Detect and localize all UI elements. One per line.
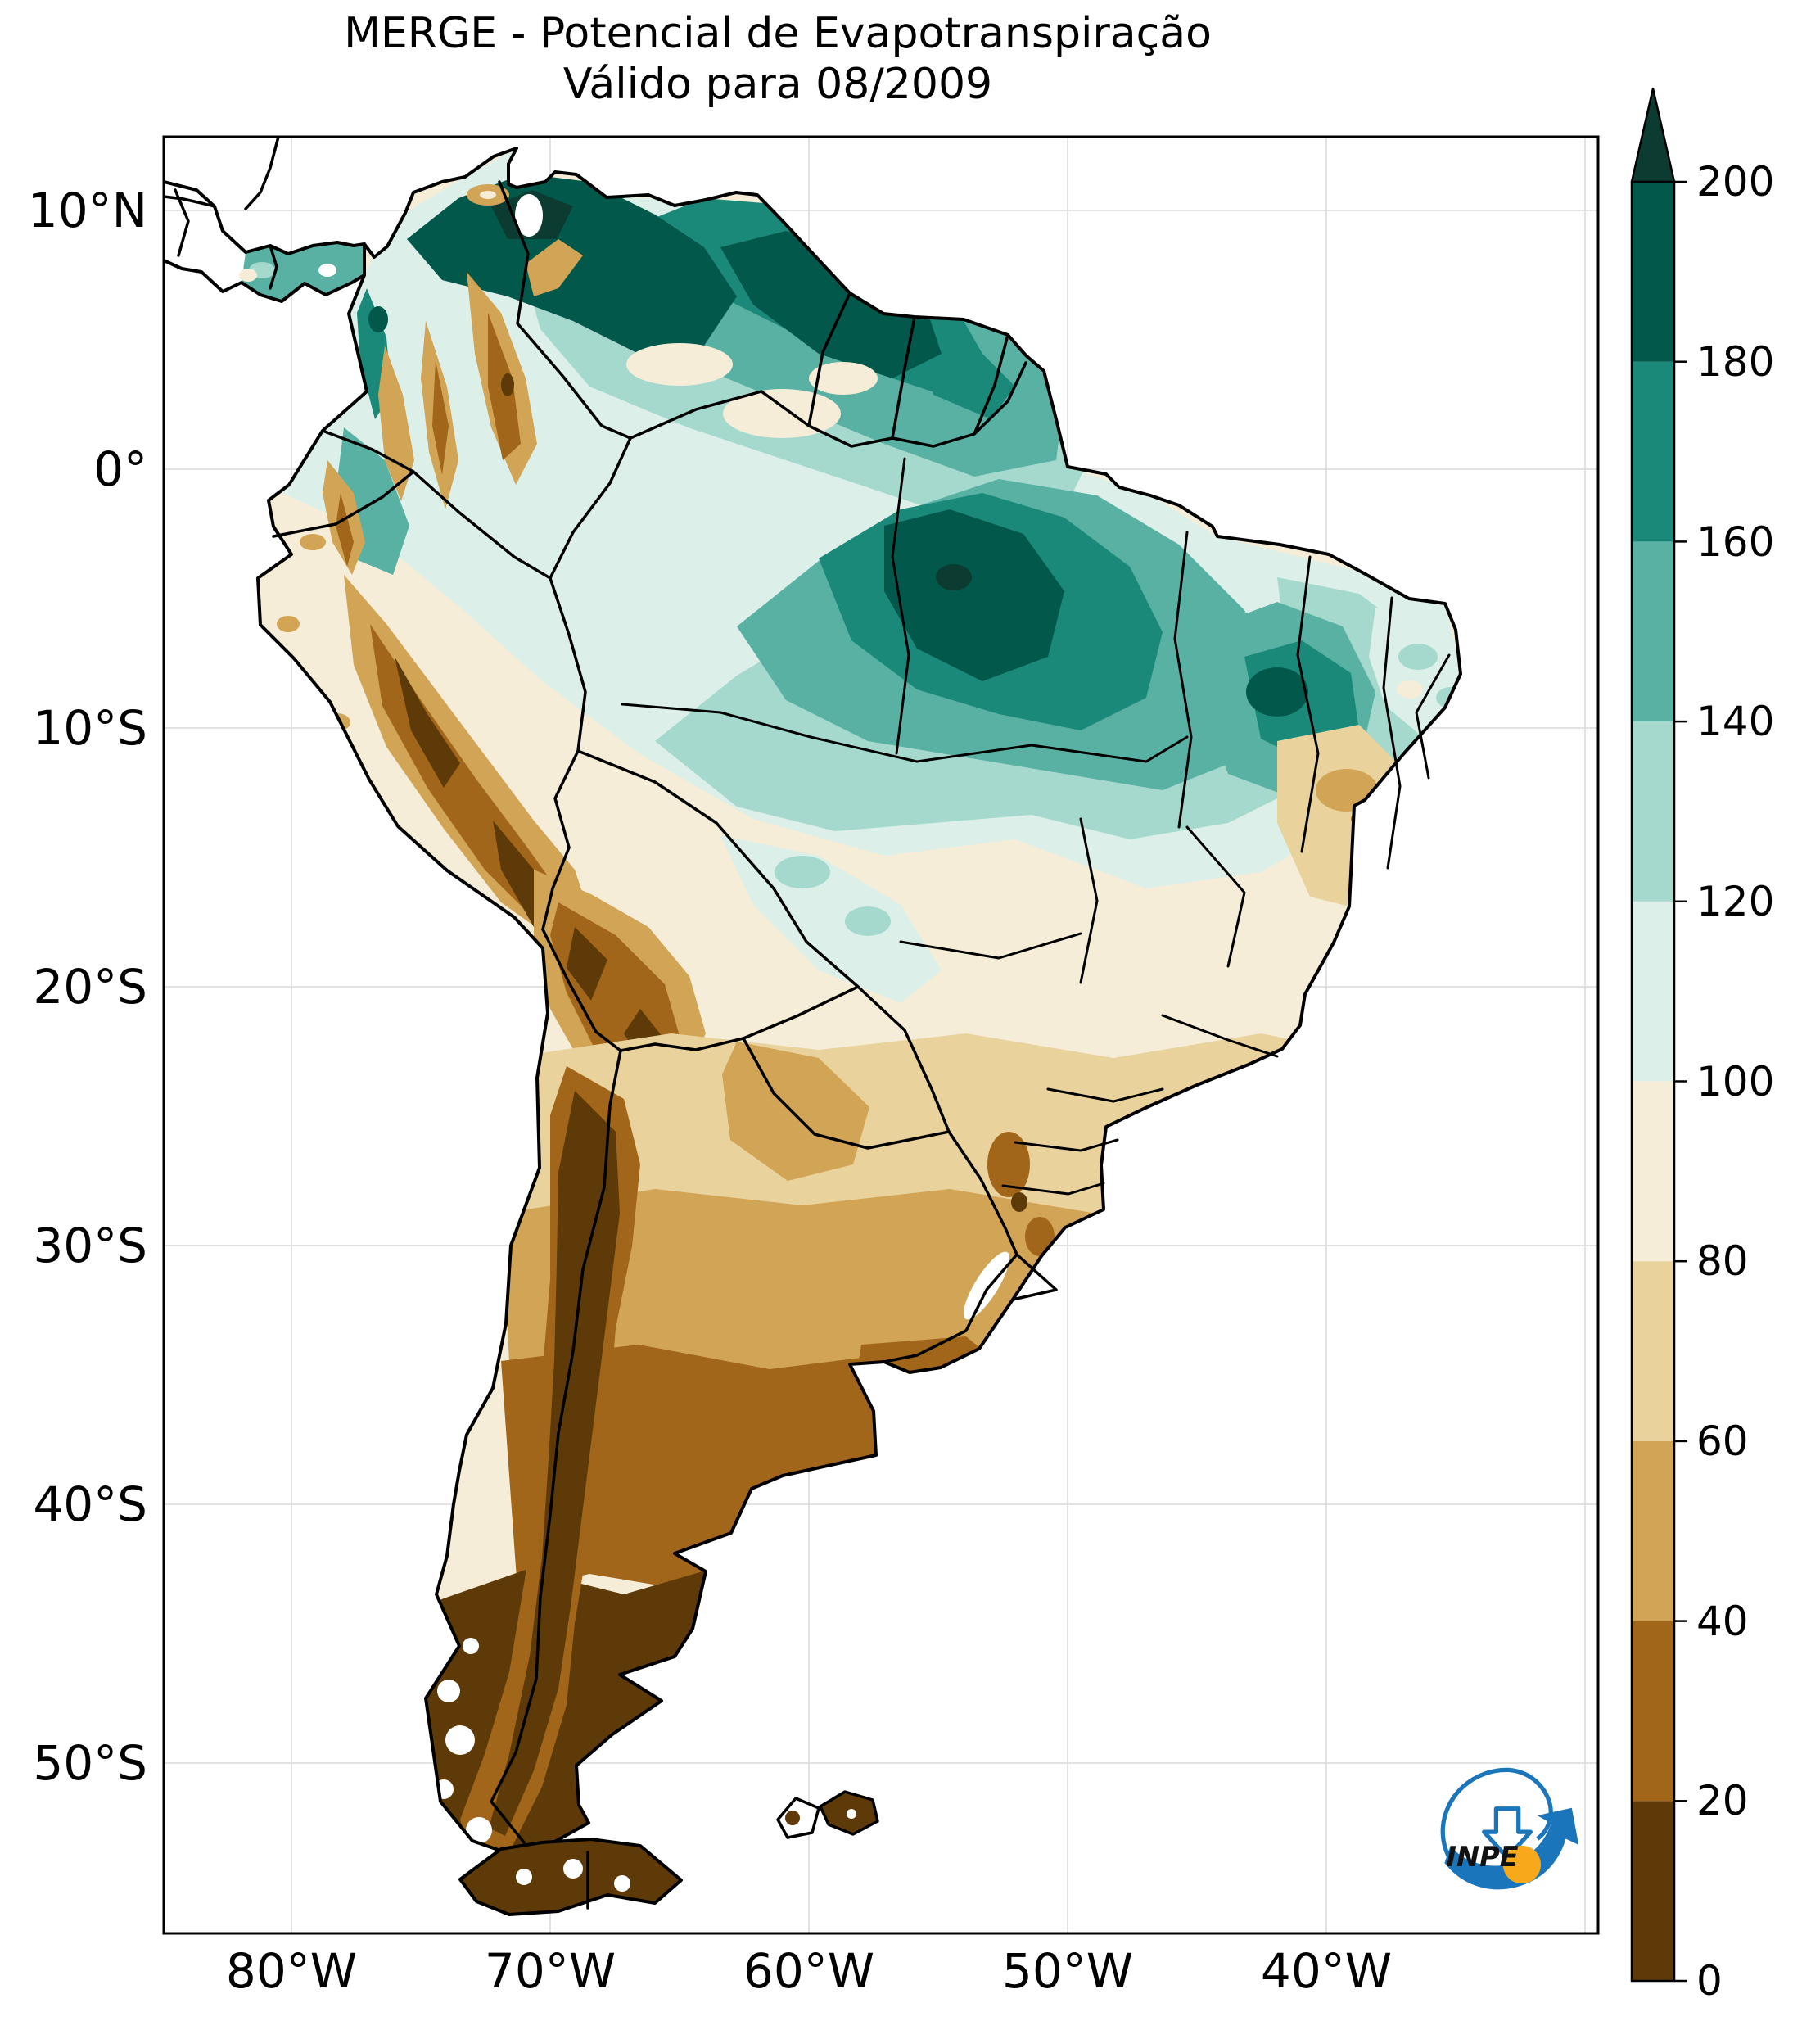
inpe-hollow-arrow-icon bbox=[1482, 1806, 1533, 1860]
colorbar-bin-3 bbox=[1632, 1261, 1674, 1441]
lat-tick-20s: 20°S bbox=[33, 959, 147, 1015]
lon-tick-50w: 50°W bbox=[1001, 1943, 1134, 1999]
inpe-logo: INPE bbox=[1440, 1767, 1579, 1890]
cb-label-80: 80 bbox=[1696, 1237, 1749, 1285]
colorbar bbox=[1630, 87, 1687, 1983]
lon-tick-60w: 60°W bbox=[743, 1943, 875, 1999]
lat-tick-40s: 40°S bbox=[33, 1476, 147, 1532]
colorbar-bin-5 bbox=[1632, 901, 1674, 1082]
inpe-swoosh-arrow-icon bbox=[1444, 1807, 1579, 1890]
colorbar-bin-2 bbox=[1632, 1440, 1674, 1621]
coastline bbox=[256, 147, 1462, 1860]
state-borders bbox=[621, 457, 1451, 1196]
evapotranspiration-field bbox=[260, 148, 1461, 1859]
lat-tick-10n: 10°N bbox=[27, 183, 147, 238]
inpe-logo-text: INPE bbox=[1447, 1841, 1519, 1873]
colorbar-ticks bbox=[1674, 180, 1687, 1983]
cb-label-20: 20 bbox=[1696, 1777, 1749, 1824]
cb-label-100: 100 bbox=[1696, 1058, 1775, 1105]
lat-tick-30s: 30°S bbox=[33, 1218, 147, 1273]
colorbar-bin-1 bbox=[1632, 1621, 1674, 1802]
cb-label-200: 200 bbox=[1696, 158, 1775, 206]
cb-label-60: 60 bbox=[1696, 1417, 1749, 1465]
lat-tick-50s: 50°S bbox=[33, 1735, 147, 1791]
lon-tick-40w: 40°W bbox=[1260, 1943, 1393, 1999]
colorbar-extend-arrow bbox=[1630, 87, 1676, 183]
title-line-1: MERGE - Potencial de Evapotranspiração bbox=[344, 9, 1212, 58]
colorbar-bin-7 bbox=[1632, 541, 1674, 722]
central-america bbox=[164, 137, 366, 303]
cb-label-140: 140 bbox=[1696, 698, 1775, 745]
page-title: MERGE - Potencial de Evapotranspiração V… bbox=[123, 8, 1433, 110]
lat-tick-10s: 10°S bbox=[33, 700, 147, 756]
falkland-islands bbox=[776, 1790, 879, 1839]
plot-frame bbox=[162, 135, 1600, 1935]
cb-label-40: 40 bbox=[1696, 1598, 1749, 1645]
cb-label-120: 120 bbox=[1696, 878, 1775, 925]
inpe-orange-dot-icon bbox=[1502, 1845, 1541, 1884]
cb-label-160: 160 bbox=[1696, 518, 1775, 566]
lon-tick-80w: 80°W bbox=[225, 1943, 358, 1999]
cb-label-0: 0 bbox=[1696, 1957, 1723, 2005]
lat-tick-0: 0° bbox=[93, 441, 147, 497]
country-borders bbox=[272, 180, 1058, 1844]
title-line-2: Válido para 08/2009 bbox=[562, 60, 993, 109]
colorbar-bin-4 bbox=[1632, 1081, 1674, 1262]
lon-tick-70w: 70°W bbox=[484, 1943, 616, 1999]
inpe-wave-icon bbox=[1440, 1767, 1553, 1881]
colorbar-bin-9 bbox=[1632, 182, 1674, 362]
cb-label-180: 180 bbox=[1696, 338, 1775, 386]
colorbar-bin-6 bbox=[1632, 721, 1674, 902]
colorbar-bin-0 bbox=[1632, 1801, 1674, 1981]
tierra-del-fuego bbox=[458, 1838, 683, 1916]
colorbar-bin-8 bbox=[1632, 361, 1674, 542]
